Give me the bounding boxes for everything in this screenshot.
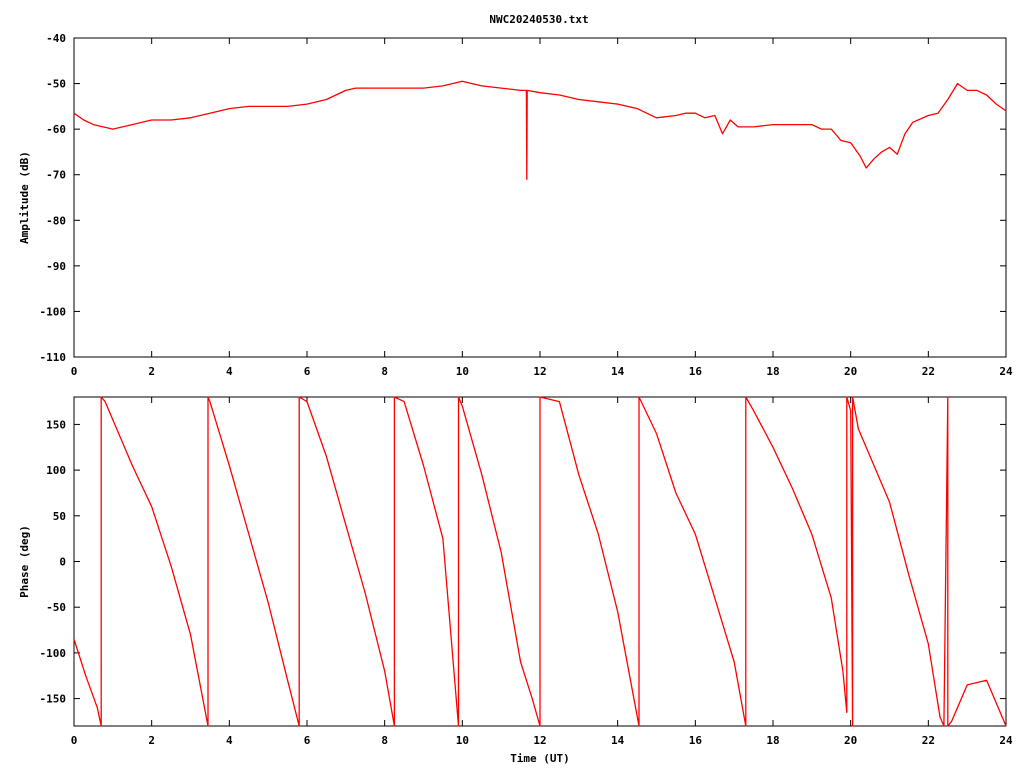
amplitude-x-tick-label: 2: [148, 365, 155, 378]
phase-x-tick-label: 18: [766, 734, 779, 747]
amplitude-x-tick-label: 24: [999, 365, 1013, 378]
amplitude-x-tick-label: 12: [533, 365, 546, 378]
amplitude-y-tick-label: -40: [46, 32, 66, 45]
phase-y-tick-label: 0: [59, 556, 66, 569]
phase-x-tick-label: 20: [844, 734, 857, 747]
phase-x-tick-label: 0: [71, 734, 78, 747]
phase-x-tick-label: 16: [689, 734, 703, 747]
phase-x-axis-label: Time (UT): [510, 752, 570, 765]
amplitude-y-tick-label: -70: [46, 169, 66, 182]
amplitude-y-tick-label: -100: [40, 305, 67, 318]
phase-y-axis-label: Phase (deg): [18, 525, 31, 598]
amplitude-x-tick-label: 4: [226, 365, 233, 378]
amplitude-y-tick-label: -80: [46, 214, 66, 227]
phase-x-tick-label: 22: [922, 734, 935, 747]
phase-y-tick-label: -50: [46, 601, 66, 614]
amplitude-panel: 0 2 4 6 8 10 12 14 16 18 20 22 24-40-50-60-70-80-90-…: [18, 32, 1013, 378]
phase-y-tick-label: -100: [40, 647, 67, 660]
amplitude-x-tick-label: 22: [922, 365, 935, 378]
amplitude-y-tick-label: -50: [46, 78, 66, 91]
phase-x-tick-label: 14: [611, 734, 625, 747]
amplitude-y-tick-label: -110: [40, 351, 67, 364]
chart-title: NWC20240530.txt: [489, 13, 588, 26]
amplitude-x-tick-label: 6: [304, 365, 311, 378]
phase-x-tick-label: 10: [456, 734, 469, 747]
phase-x-tick-label: 6: [304, 734, 311, 747]
amplitude-x-tick-label: 0: [71, 365, 78, 378]
amplitude-y-tick-label: -60: [46, 123, 66, 136]
phase-x-tick-label: 8: [381, 734, 388, 747]
amplitude-series-line: [73, 80, 1007, 180]
amplitude-y-tick-label: -90: [46, 260, 66, 273]
amplitude-x-tick-label: 14: [611, 365, 625, 378]
phase-y-tick-label: 150: [46, 418, 66, 431]
amplitude-x-tick-label: 20: [844, 365, 857, 378]
phase-x-tick-label: 12: [533, 734, 546, 747]
phase-x-tick-label: 4: [226, 734, 233, 747]
amplitude-x-tick-label: 18: [766, 365, 779, 378]
phase-y-tick-label: 100: [46, 464, 66, 477]
amplitude-x-tick-label: 16: [689, 365, 703, 378]
amplitude-y-axis-label: Amplitude (dB): [18, 151, 31, 244]
phase-x-tick-label: 24: [999, 734, 1013, 747]
amplitude-plot-frame: [73, 37, 1007, 358]
phase-panel: 0 2 4 6 8 10 12 14 16 18 20 22 24150100500-50-100-15…: [18, 396, 1013, 765]
phase-series-line: [73, 396, 1007, 727]
amplitude-x-tick-label: 8: [381, 365, 388, 378]
phase-x-tick-label: 2: [148, 734, 155, 747]
phase-y-tick-label: 50: [53, 510, 66, 523]
amplitude-x-tick-label: 10: [456, 365, 469, 378]
phase-y-tick-label: -150: [40, 693, 67, 706]
